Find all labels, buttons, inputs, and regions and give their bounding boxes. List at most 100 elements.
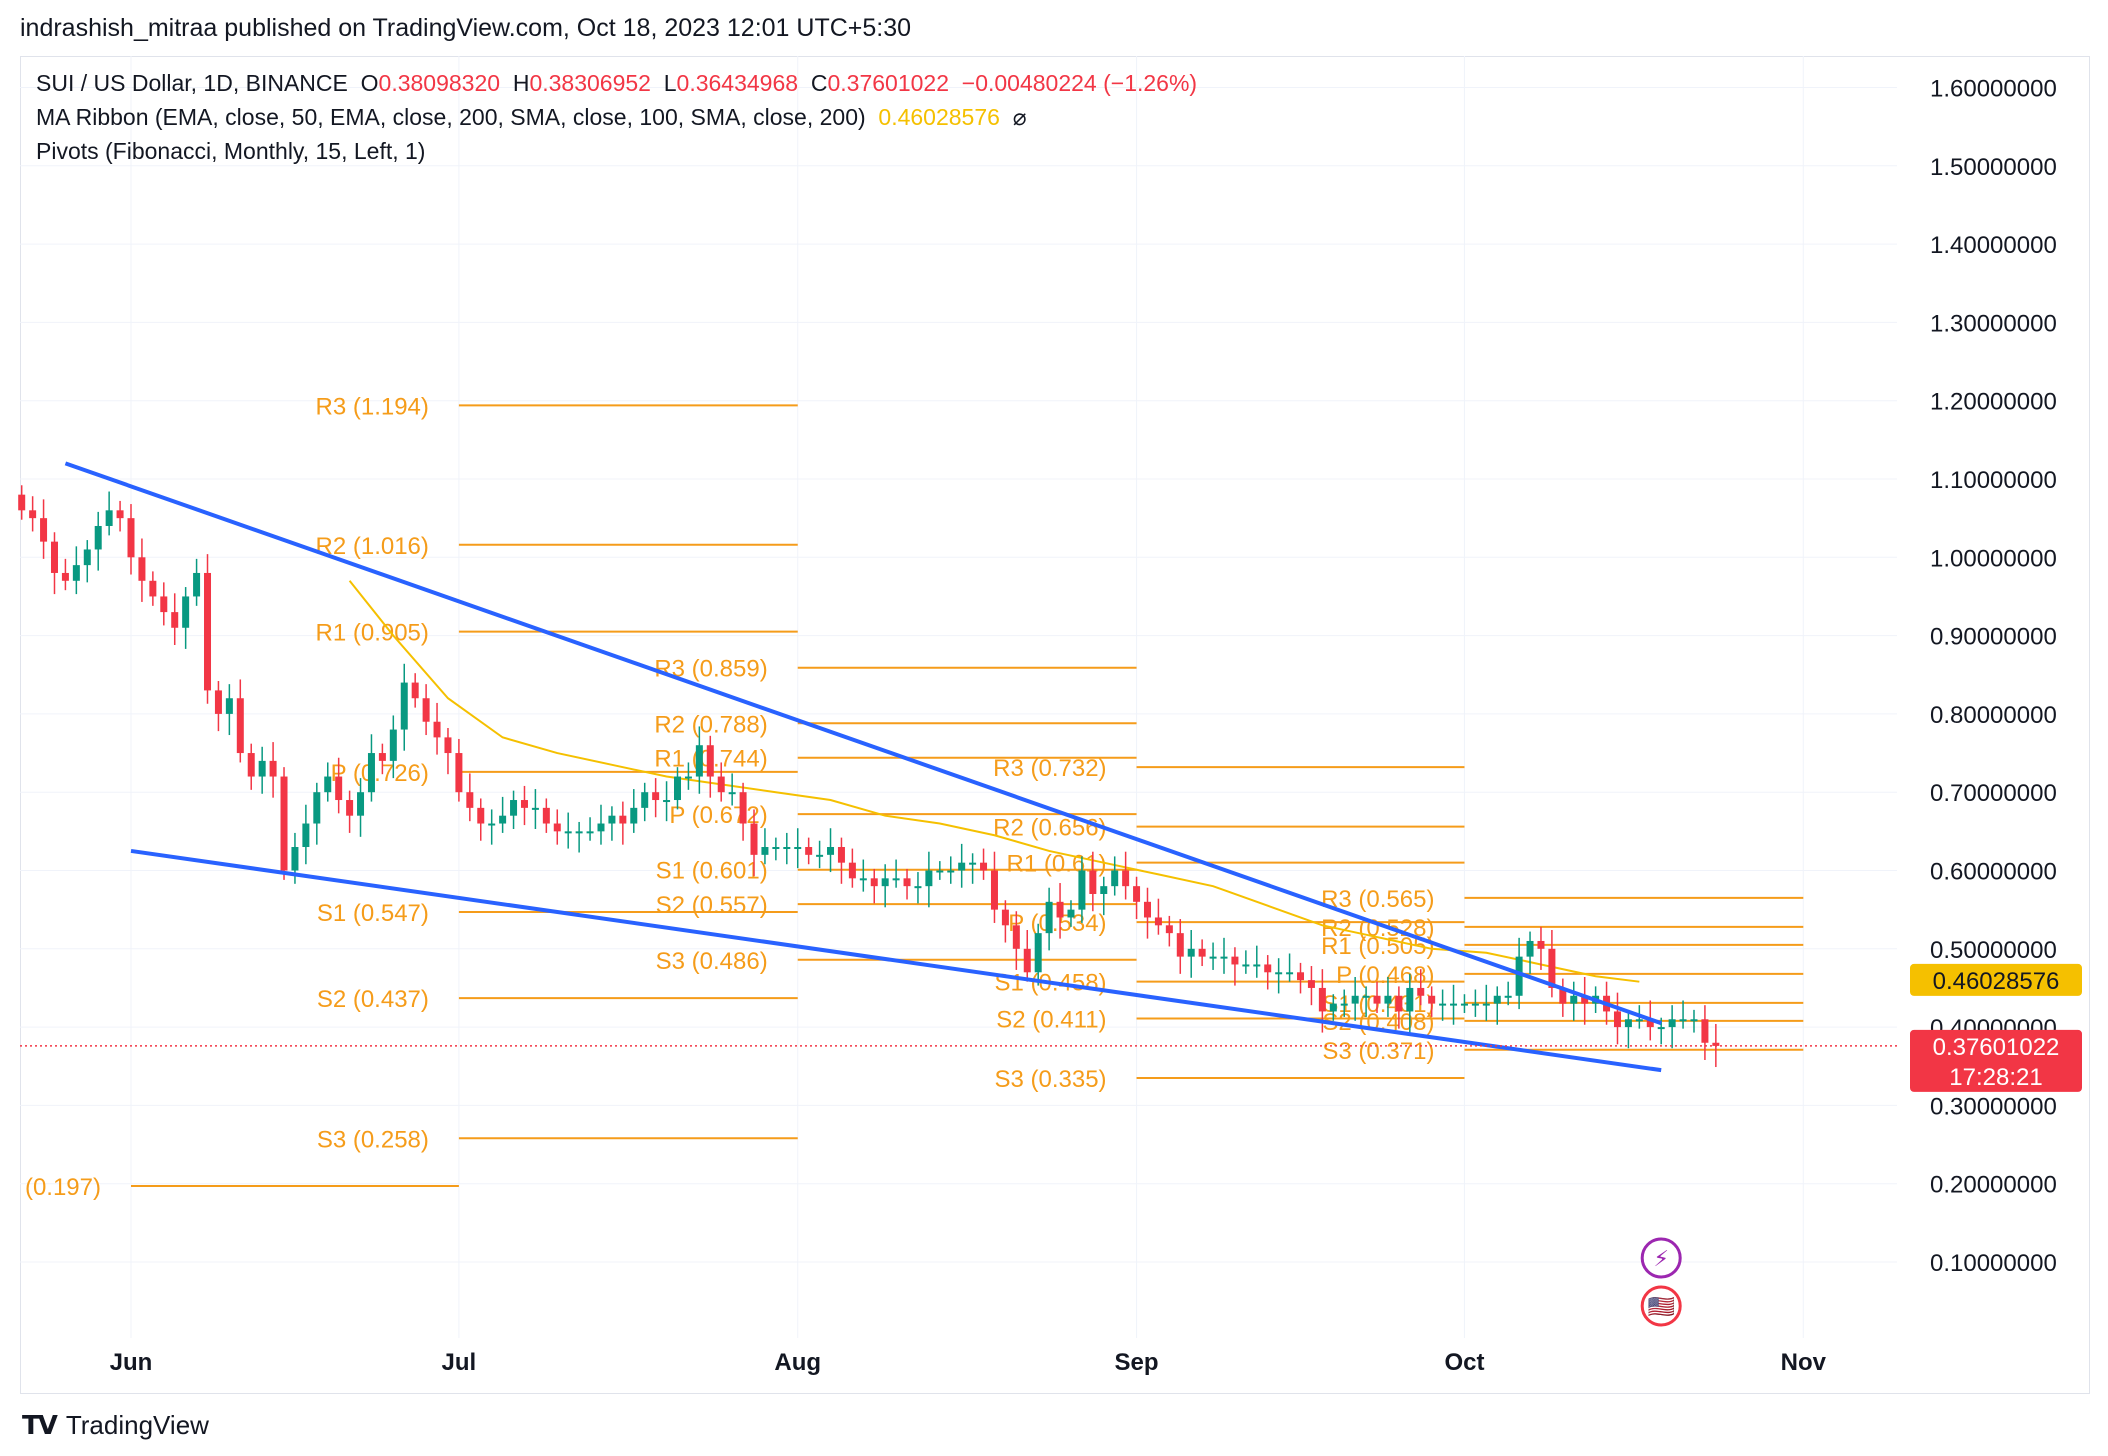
candle-up bbox=[1439, 1003, 1447, 1006]
price-badges: 0.46028576 0.37601022 17:28:21 bbox=[1910, 963, 2082, 1092]
candle-down bbox=[171, 612, 179, 628]
candle-down bbox=[542, 807, 550, 824]
candle-down bbox=[1176, 933, 1184, 957]
candle-down bbox=[1231, 956, 1239, 965]
lightning-event-icon-glyph: ⚡ bbox=[1653, 1247, 1668, 1272]
y-tick-label: 0.50000000 bbox=[1930, 937, 2057, 964]
candle-up bbox=[772, 847, 780, 850]
candle-down bbox=[214, 690, 222, 714]
candle-down bbox=[1023, 948, 1031, 973]
candle-down bbox=[1154, 917, 1162, 926]
tradingview-brand[interactable]: TV TradingView bbox=[22, 1410, 209, 1441]
candle-down bbox=[805, 847, 813, 855]
candle-up bbox=[608, 815, 616, 824]
candle-down bbox=[1373, 995, 1381, 1004]
candle-up bbox=[1624, 1019, 1632, 1028]
candle-down bbox=[980, 862, 988, 871]
candle-down bbox=[1646, 1019, 1654, 1028]
candle-down bbox=[29, 510, 37, 519]
price-badge bbox=[1910, 1029, 2082, 1092]
y-tick-label: 0.80000000 bbox=[1930, 702, 2057, 729]
candle-up bbox=[695, 745, 703, 777]
candle-up bbox=[94, 525, 102, 550]
candle-down bbox=[1001, 909, 1009, 926]
countdown-timer: 17:28:21 bbox=[1949, 1064, 2042, 1091]
symbol-label[interactable]: SUI / US Dollar, 1D, BINANCE bbox=[36, 70, 348, 96]
legend-pivots-row[interactable]: Pivots (Fibonacci, Monthly, 15, Left, 1) bbox=[36, 138, 425, 165]
pivots-label[interactable]: Pivots (Fibonacci, Monthly, 15, Left, 1) bbox=[36, 138, 426, 164]
candle-down bbox=[1297, 972, 1305, 981]
pivot-label: R2 (1.016) bbox=[316, 533, 429, 560]
open-label: O bbox=[360, 70, 379, 96]
candle-up bbox=[663, 800, 671, 803]
candle-down bbox=[50, 541, 58, 573]
y-tick-label: 1.10000000 bbox=[1930, 467, 2057, 494]
candle-down bbox=[1012, 925, 1020, 949]
candle-down bbox=[40, 518, 48, 542]
candles bbox=[18, 485, 1720, 1068]
candle-up bbox=[1209, 956, 1217, 959]
x-tick-label: Sep bbox=[1115, 1349, 1159, 1376]
candle-up bbox=[1635, 1019, 1643, 1022]
candle-up bbox=[859, 878, 867, 881]
candle-up bbox=[367, 753, 375, 793]
candle-up bbox=[1034, 933, 1042, 973]
candle-up bbox=[1067, 909, 1075, 918]
high-value: 0.38306952 bbox=[529, 70, 651, 96]
candle-up bbox=[291, 847, 299, 871]
candle-down bbox=[1198, 948, 1206, 957]
candle-up bbox=[1493, 995, 1501, 1004]
candle-up bbox=[510, 800, 518, 816]
candle-up bbox=[531, 807, 539, 810]
candle-down bbox=[280, 776, 288, 871]
pivot-label: S1 (0.601) bbox=[656, 858, 768, 885]
candle-down bbox=[466, 792, 474, 808]
candle-down bbox=[433, 721, 441, 738]
pivot-label: (0.197) bbox=[25, 1174, 101, 1201]
candle-down bbox=[204, 572, 212, 691]
tradingview-logo-icon: TV bbox=[22, 1410, 58, 1441]
x-tick-label: Jul bbox=[442, 1349, 477, 1376]
candle-down bbox=[61, 572, 69, 581]
candle-up bbox=[1286, 972, 1294, 975]
candle-down bbox=[1701, 1019, 1709, 1043]
candle-up bbox=[761, 847, 769, 855]
brand-name: TradingView bbox=[65, 1410, 209, 1440]
candle-up bbox=[1679, 1019, 1687, 1022]
candle-up bbox=[1329, 1003, 1337, 1012]
candle-up bbox=[936, 870, 944, 873]
candle-up bbox=[1242, 964, 1250, 967]
y-tick-label: 1.20000000 bbox=[1930, 389, 2057, 416]
y-tick-label: 0.70000000 bbox=[1930, 780, 2057, 807]
candle-up bbox=[630, 807, 638, 824]
candle-up bbox=[389, 729, 397, 761]
candle-up bbox=[684, 776, 692, 779]
pivot-label: S3 (0.486) bbox=[656, 948, 768, 975]
candle-up bbox=[1384, 995, 1392, 1004]
candle-up bbox=[400, 682, 408, 730]
candle-up bbox=[105, 510, 113, 526]
candle-up bbox=[1515, 956, 1523, 996]
candle-up bbox=[1275, 972, 1283, 975]
ma-ribbon-label[interactable]: MA Ribbon (EMA, close, 50, EMA, close, 2… bbox=[36, 104, 866, 130]
legend-ma-row[interactable]: MA Ribbon (EMA, close, 50, EMA, close, 2… bbox=[36, 104, 1027, 131]
us-flag-event-icon-glyph: 🇺🇸 bbox=[1647, 1295, 1674, 1320]
hidden-value-icon: ⌀ bbox=[1012, 104, 1027, 130]
candle-down bbox=[1133, 886, 1141, 902]
candle-down bbox=[477, 807, 485, 824]
candle-up bbox=[258, 760, 266, 777]
pivot-label: R2 (0.656) bbox=[993, 815, 1106, 842]
candle-down bbox=[706, 745, 714, 777]
x-tick-label: Aug bbox=[774, 1349, 821, 1376]
candle-down bbox=[1307, 980, 1315, 988]
candle-down bbox=[870, 878, 878, 887]
trendlines bbox=[20, 461, 1897, 1073]
y-tick-label: 0.60000000 bbox=[1930, 859, 2057, 886]
axes: 1.60000000 1.50000000 1.40000000 1.30000000… bbox=[110, 76, 2057, 1377]
pivot-label: S3 (0.335) bbox=[994, 1066, 1106, 1093]
candle-down bbox=[335, 776, 343, 801]
candle-down bbox=[1712, 1042, 1720, 1046]
candle-up bbox=[1362, 995, 1370, 998]
candle-up bbox=[1460, 1003, 1468, 1006]
